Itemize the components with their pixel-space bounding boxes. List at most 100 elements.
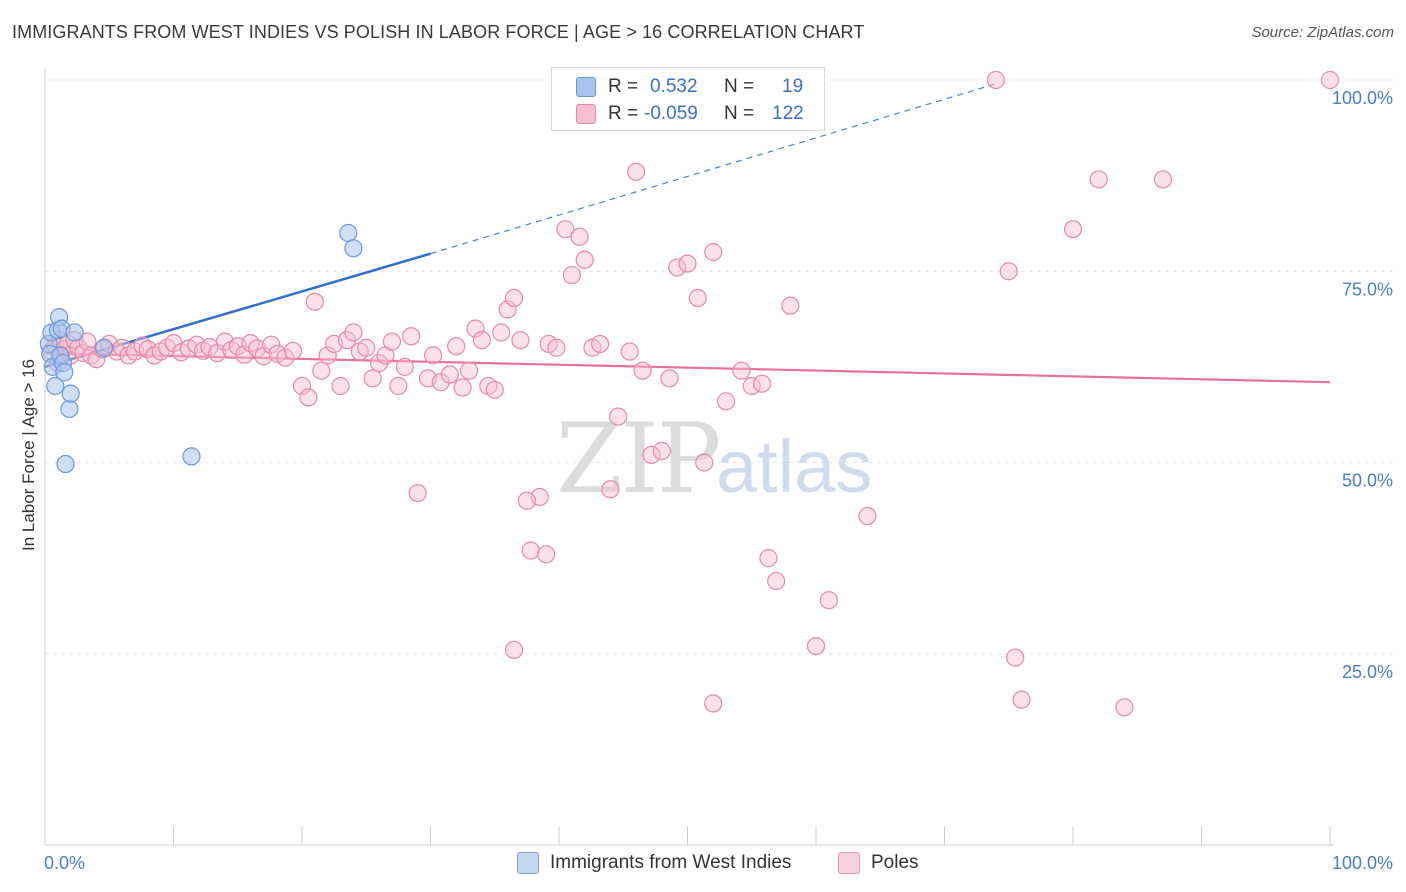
data-point-poles[interactable] [1089, 170, 1108, 189]
data-point-poles[interactable] [626, 162, 646, 181]
data-point-poles[interactable] [986, 70, 1006, 90]
legend-r-value: -0.059 [644, 103, 698, 124]
data-point-poles[interactable] [408, 484, 427, 503]
data-point-poles[interactable] [440, 365, 459, 384]
data-point-poles[interactable] [331, 376, 350, 396]
data-point-poles[interactable] [660, 369, 679, 388]
data-point-poles[interactable] [521, 541, 540, 560]
data-point-poles[interactable] [511, 331, 530, 350]
data-point-poles[interactable] [344, 323, 363, 342]
data-point-poles[interactable] [276, 348, 295, 367]
watermark-zip: ZIP [556, 403, 719, 515]
data-point-poles[interactable] [999, 262, 1018, 281]
data-point-poles[interactable] [504, 640, 524, 660]
data-point-poles[interactable] [305, 292, 324, 311]
data-point-poles[interactable] [704, 243, 723, 262]
data-point-poles[interactable] [1006, 648, 1025, 667]
legend-item-poles[interactable]: Poles [838, 852, 919, 874]
data-point-poles[interactable] [652, 441, 671, 461]
data-point-poles[interactable] [466, 319, 485, 338]
data-point-poles[interactable] [312, 361, 331, 380]
data-point-poles[interactable] [732, 361, 751, 380]
data-point-poles[interactable] [806, 636, 826, 656]
tick-labels: 25.0% 50.0% 75.0% 100.0% 0.0% 100.0% [44, 88, 1393, 873]
data-point-poles[interactable] [283, 341, 303, 360]
data-point-poles[interactable] [382, 332, 402, 351]
data-point-poles[interactable] [1320, 70, 1340, 90]
data-point-poles[interactable] [453, 378, 472, 397]
data-point-poles[interactable] [389, 376, 408, 396]
data-point-poles[interactable] [633, 361, 652, 380]
data-point-poles[interactable] [485, 380, 504, 399]
data-point-poles[interactable] [292, 376, 312, 396]
data-point-poles[interactable] [688, 288, 707, 308]
data-point-west-indies[interactable] [182, 447, 201, 466]
y-tick-label: 50.0% [1342, 471, 1393, 491]
data-point-poles[interactable] [402, 327, 421, 346]
x-tick-label: 0.0% [44, 853, 85, 873]
data-point-poles[interactable] [695, 453, 714, 472]
data-point-poles[interactable] [716, 392, 736, 411]
data-point-poles[interactable] [704, 694, 723, 713]
data-point-poles[interactable] [678, 254, 697, 273]
legend-row-west-indies: R = 0.532 N = 19 [576, 74, 803, 100]
data-point-poles[interactable] [1012, 690, 1031, 709]
data-point-poles[interactable] [299, 388, 318, 407]
data-point-poles[interactable] [642, 445, 661, 464]
data-point-poles[interactable] [472, 331, 491, 350]
legend-n-label: N = [724, 103, 755, 124]
data-point-poles[interactable] [517, 491, 536, 510]
data-point-poles[interactable] [591, 334, 610, 354]
data-point-poles[interactable] [357, 338, 376, 357]
data-point-west-indies[interactable] [60, 399, 79, 419]
data-point-poles[interactable] [570, 227, 589, 246]
data-point-poles[interactable] [547, 338, 566, 357]
data-point-west-indies[interactable] [339, 223, 358, 243]
data-point-west-indies[interactable] [55, 363, 74, 382]
data-point-poles[interactable] [363, 369, 382, 388]
data-point-poles[interactable] [562, 265, 581, 285]
data-point-poles[interactable] [601, 480, 620, 499]
data-point-poles[interactable] [781, 296, 800, 315]
data-point-poles[interactable] [459, 361, 479, 380]
data-point-poles[interactable] [498, 300, 517, 319]
legend-item-west-indies[interactable]: Immigrants from West Indies [517, 852, 791, 874]
data-point-poles[interactable] [609, 407, 628, 426]
data-point-poles[interactable] [423, 346, 443, 365]
data-point-poles[interactable] [668, 258, 687, 277]
data-point-poles[interactable] [575, 250, 594, 269]
data-point-west-indies[interactable] [65, 323, 84, 342]
data-point-poles[interactable] [537, 545, 556, 564]
data-point-poles[interactable] [752, 374, 772, 393]
data-point-poles[interactable] [819, 591, 838, 610]
data-point-poles[interactable] [858, 506, 877, 526]
data-point-poles[interactable] [262, 335, 281, 354]
data-point-poles[interactable] [504, 288, 524, 308]
legend-label-west-indies: Immigrants from West Indies [550, 852, 792, 873]
data-point-poles[interactable] [556, 220, 575, 239]
data-point-poles[interactable] [767, 571, 786, 591]
data-point-poles[interactable] [157, 338, 177, 357]
data-point-west-indies[interactable] [56, 454, 75, 474]
data-point-poles[interactable] [1063, 220, 1083, 239]
data-point-west-indies[interactable] [95, 338, 114, 357]
data-point-poles[interactable] [1153, 170, 1173, 189]
data-point-west-indies[interactable] [344, 239, 363, 258]
data-point-poles[interactable] [395, 357, 414, 376]
data-point-poles[interactable] [620, 342, 639, 361]
data-point-poles[interactable] [759, 549, 778, 568]
data-point-west-indies[interactable] [46, 376, 65, 396]
watermark: ZIP atlas [556, 403, 872, 515]
legend-swatch-poles [576, 104, 596, 124]
trend-line-poles [44, 352, 1331, 384]
data-point-poles[interactable] [492, 323, 511, 342]
watermark-atlas: atlas [716, 425, 872, 508]
data-point-poles[interactable] [318, 346, 337, 365]
data-point-poles[interactable] [447, 337, 466, 356]
source-label: Source: ZipAtlas.com [1251, 24, 1394, 41]
stats-legend: R = 0.532 N = 19 R = -0.059 N = 122 [551, 67, 825, 131]
data-point-poles[interactable] [1115, 698, 1134, 717]
data-point-poles[interactable] [78, 332, 97, 351]
data-point-west-indies[interactable] [61, 384, 80, 403]
y-tick-label: 25.0% [1342, 662, 1393, 682]
